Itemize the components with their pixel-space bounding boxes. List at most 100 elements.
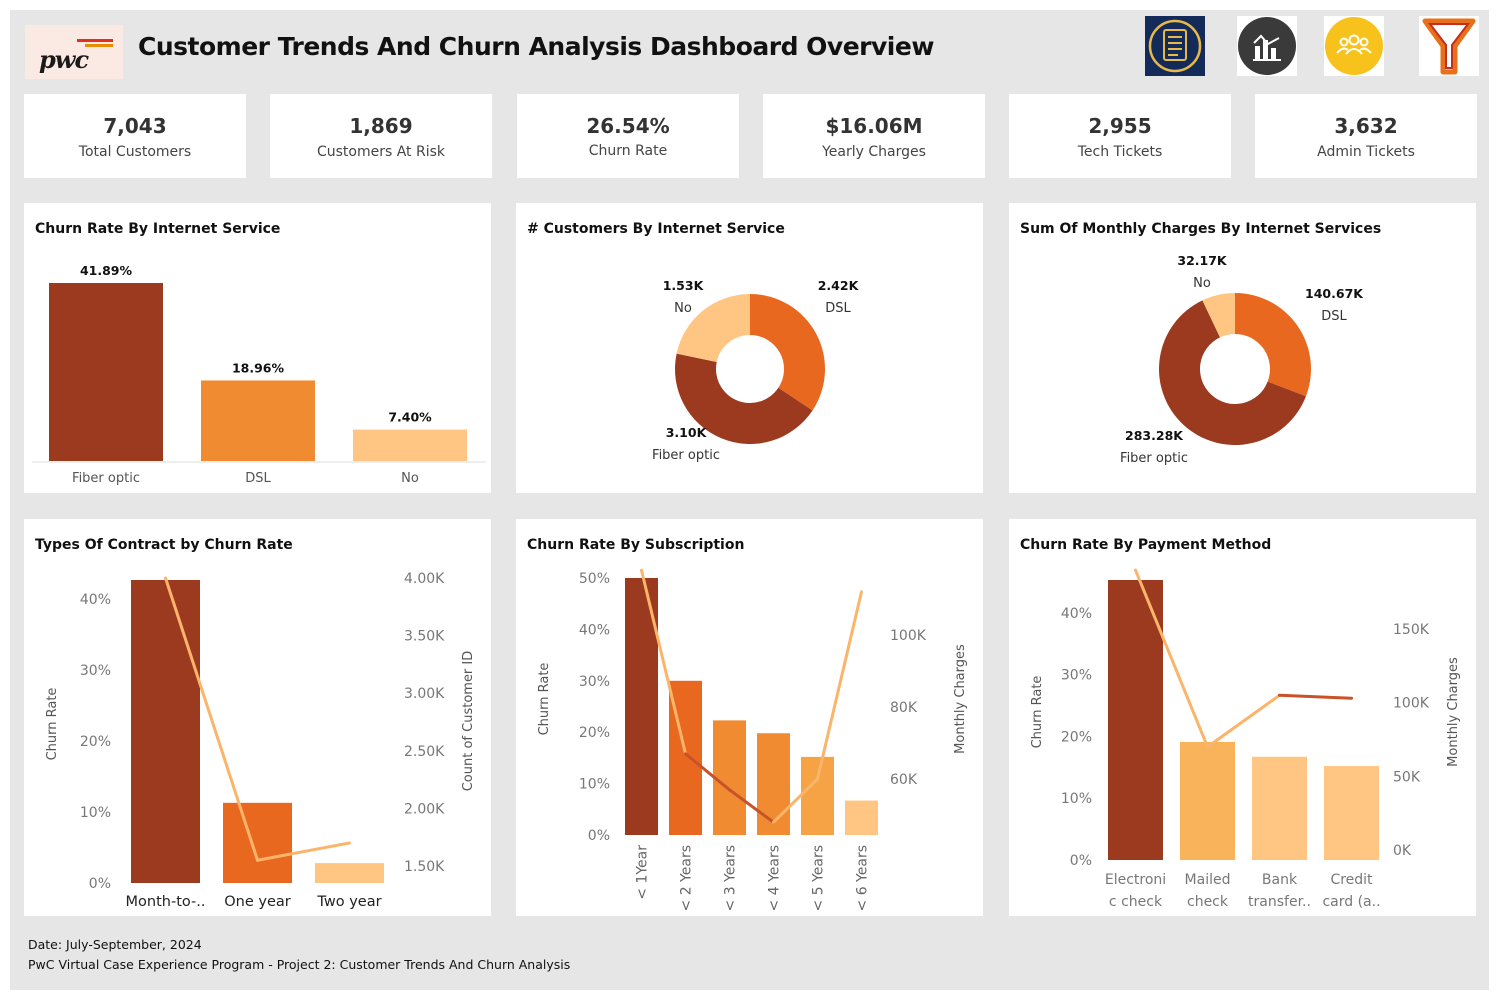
data-label: 32.17K: [1177, 253, 1228, 268]
footer-program: PwC Virtual Case Experience Program - Pr…: [28, 957, 571, 972]
series-line-segment: [728, 788, 775, 824]
y-axis-label: Churn Rate: [1030, 676, 1045, 749]
series-line-segment: [772, 777, 819, 824]
logo-text: pwc: [39, 45, 89, 74]
bar: [713, 720, 746, 835]
tick-label: Month-to-..: [126, 894, 206, 910]
y-tick-label: 10%: [1061, 791, 1092, 807]
chart-monthly-charges-by-internet-service: 140.67K DSL 283.28K Fiber optic 32.17K No: [1120, 253, 1364, 466]
kpi-label: Admin Tickets: [1317, 144, 1415, 160]
data-label: 140.67K: [1305, 286, 1364, 301]
y-axis-label: Churn Rate: [45, 688, 60, 761]
panel-monthly-charges-by-internet-service: Sum Of Monthly Charges By Internet Servi…: [1009, 203, 1476, 493]
data-label: 2.42K: [818, 278, 860, 293]
data-label: 18.96%: [232, 360, 285, 375]
y2-axis-label: Count of Customer ID: [461, 651, 476, 792]
series-line-segment: [684, 752, 731, 792]
footer-date: Date: July-September, 2024: [28, 937, 202, 952]
y2-tick-label: 2.00K: [404, 801, 445, 817]
y2-tick-label: 50K: [1393, 769, 1421, 785]
y2-tick-label: 100K: [1393, 696, 1430, 712]
logo-bar: [77, 39, 113, 42]
y2-tick-label: 3.50K: [404, 629, 445, 645]
y-tick-label: 50%: [579, 571, 610, 587]
bar-chart-icon[interactable]: [1237, 16, 1297, 76]
bar: [201, 380, 315, 461]
donut-slice: [676, 294, 750, 363]
bar: [1108, 580, 1163, 860]
panel-customers-by-internet-service: # Customers By Internet Service 2.42K DSL…: [516, 203, 983, 493]
kpi-card-tech-tickets[interactable]: 2,955 Tech Tickets: [1009, 94, 1231, 178]
chart-contract-by-churn-rate: 0% 10% 20% 30% 40% 1.50K 2.00K 2.50K 3.00K 3.50K 4…: [45, 571, 476, 910]
slice-label: No: [1193, 276, 1211, 291]
tick-label: Two year: [316, 894, 381, 910]
kpi-card-churn-rate[interactable]: 26.54% Churn Rate: [517, 94, 739, 178]
y2-axis-label: Monthly Charges: [953, 644, 968, 754]
tick-label: c check: [1109, 894, 1163, 910]
series-line-segment: [1134, 568, 1209, 749]
y-tick-label: 40%: [80, 592, 111, 608]
kpi-card-total-customers[interactable]: 7,043 Total Customers: [24, 94, 246, 178]
y-tick-label: 30%: [1061, 668, 1092, 684]
bar: [315, 863, 384, 883]
tick-label: < 6 Years: [855, 845, 871, 911]
kpi-label: Customers At Risk: [316, 144, 446, 160]
tick-label: check: [1187, 894, 1229, 910]
kpi-label: Yearly Charges: [822, 144, 926, 160]
slice-label: DSL: [1321, 309, 1347, 324]
checklist-icon[interactable]: [1145, 16, 1205, 76]
kpi-card-admin-tickets[interactable]: 3,632 Admin Tickets: [1255, 94, 1477, 178]
tick-label: Mailed: [1185, 872, 1231, 888]
data-label: 3.10K: [666, 425, 708, 440]
kpi-value: 26.54%: [586, 114, 670, 138]
data-label: 41.89%: [80, 263, 133, 278]
panel-contract-by-churn-rate: Types Of Contract by Churn Rate 0% 10% 20%…: [24, 519, 491, 916]
funnel-icon[interactable]: [1419, 16, 1479, 76]
tick-label: Credit: [1330, 872, 1373, 888]
kpi-label: Total Customers: [78, 144, 192, 160]
tick-label: Electroni: [1105, 872, 1166, 888]
series-line-segment: [164, 576, 259, 862]
bar: [1252, 756, 1307, 860]
y2-tick-label: 60K: [890, 772, 918, 788]
chart-title: Churn Rate By Internet Service: [35, 221, 281, 237]
data-label: 7.40%: [388, 410, 432, 425]
kpi-card-yearly-charges[interactable]: $16.06M Yearly Charges: [763, 94, 985, 178]
y-tick-label: 40%: [1061, 606, 1092, 622]
bar: [845, 800, 878, 835]
kpi-value: 1,869: [349, 114, 413, 138]
chart-title: Types Of Contract by Churn Rate: [35, 537, 293, 553]
y-tick-label: 10%: [579, 777, 610, 793]
bar: [1324, 766, 1379, 860]
kpi-card-customers-at-risk[interactable]: 1,869 Customers At Risk: [270, 94, 492, 178]
y-axis-label: Churn Rate: [537, 663, 552, 736]
data-label: 283.28K: [1125, 428, 1184, 443]
y-tick-label: 20%: [1061, 729, 1092, 745]
chart-churn-by-internet-service: 41.89% Fiber optic 18.96% DSL 7.40% No: [32, 263, 486, 486]
chart-title: Churn Rate By Payment Method: [1020, 537, 1272, 553]
bar: [1180, 741, 1235, 860]
chart-customers-by-internet-service: 2.42K DSL 3.10K Fiber optic 1.53K No: [652, 278, 860, 463]
series-line-segment: [1278, 693, 1353, 700]
y-tick-label: 40%: [579, 622, 610, 638]
panel-churn-by-subscription: Churn Rate By Subscription 0% 10% 20% 30% 40…: [516, 519, 983, 916]
slice-label: DSL: [825, 301, 851, 316]
logo-bar: [85, 44, 113, 47]
panel-churn-by-internet-service: Churn Rate By Internet Service 41.89% Fib…: [24, 203, 491, 493]
kpi-value: 7,043: [103, 114, 167, 138]
chart-churn-by-payment-method: 0% 10% 20% 30% 40% 0K 50K 100K 150K Churn Rate Mon…: [1030, 568, 1461, 910]
y2-tick-label: 2.50K: [404, 744, 445, 760]
y2-tick-label: 150K: [1393, 622, 1430, 638]
tick-label: Fiber optic: [72, 471, 140, 486]
kpi-label: Churn Rate: [588, 143, 668, 159]
slice-label: No: [674, 301, 692, 316]
chart-title: # Customers By Internet Service: [527, 221, 785, 237]
bar: [757, 733, 790, 835]
donut-slice: [675, 353, 813, 445]
tick-label: < 4 Years: [767, 845, 783, 911]
bar: [801, 756, 834, 835]
users-icon[interactable]: [1324, 16, 1384, 76]
y2-tick-label: 0K: [1393, 843, 1412, 859]
chart-title: Churn Rate By Subscription: [527, 537, 745, 553]
chart-churn-by-subscription: 0% 10% 20% 30% 40% 50% 60K 80K 100K Churn Rate Mon…: [537, 568, 968, 911]
